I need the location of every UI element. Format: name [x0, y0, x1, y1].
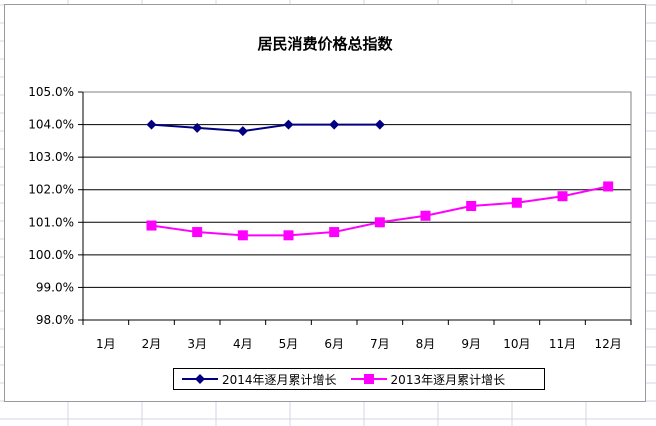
x-tick-label: 10月: [503, 337, 530, 351]
legend-item-2014: 2014年逐月累计增长: [180, 371, 337, 388]
data-point-diamond: [374, 119, 385, 130]
chart-legend: 2014年逐月累计增长 2013年逐月累计增长: [173, 368, 545, 390]
data-point-square: [557, 191, 568, 202]
data-point-diamond: [329, 119, 340, 130]
y-tick-label: 102.0%: [28, 183, 74, 197]
y-tick-label: 100.0%: [28, 248, 74, 262]
legend-item-2013: 2013年逐月累计增长: [349, 371, 506, 388]
y-tick-label: 101.0%: [28, 215, 74, 229]
y-tick-label: 103.0%: [28, 150, 74, 164]
data-point-square: [146, 220, 157, 231]
data-point-square: [603, 181, 614, 192]
data-point-square: [374, 217, 385, 228]
x-tick-label: 1月: [96, 337, 116, 351]
data-point-diamond: [146, 119, 157, 130]
x-tick-label: 9月: [461, 337, 481, 351]
x-tick-label: 3月: [187, 337, 207, 351]
data-point-square: [420, 210, 431, 221]
y-tick-label: 105.0%: [28, 85, 74, 99]
legend-marker-diamond-icon: [182, 374, 218, 384]
chart-object[interactable]: 居民消费价格总指数 98.0% 99.0% 100.0% 101.0% 102.0% 10…: [4, 4, 646, 402]
data-point-square: [466, 201, 477, 211]
legend-marker-square-icon: [350, 374, 387, 384]
x-tick-label: 4月: [233, 337, 253, 351]
plot-area: 98.0% 99.0% 100.0% 101.0% 102.0% 103.0% 104.0%…: [28, 85, 632, 351]
data-point-square: [192, 227, 203, 238]
data-point-diamond: [237, 126, 248, 137]
x-tick-label: 6月: [324, 337, 344, 351]
data-point-diamond: [192, 122, 203, 133]
legend-label-2013: 2013年逐月累计增长: [390, 372, 506, 387]
data-point-square: [237, 230, 248, 241]
x-tick-label: 12月: [595, 337, 622, 351]
data-point-square: [511, 197, 522, 208]
series-line-2013: [151, 185, 609, 237]
y-tick-label: 104.0%: [28, 118, 74, 132]
data-point-square: [329, 227, 340, 238]
data-point-square: [283, 230, 294, 241]
x-tick-label: 8月: [416, 337, 436, 351]
x-tick-label: 5月: [279, 337, 299, 351]
x-tick-label: 7月: [370, 337, 390, 351]
chart-title: 居民消费价格总指数: [257, 35, 393, 53]
legend-label-2014: 2014年逐月累计增长: [222, 372, 337, 387]
series-line-2014: [151, 123, 380, 133]
data-point-diamond: [283, 119, 294, 130]
y-tick-label: 98.0%: [36, 313, 74, 327]
y-tick-label: 99.0%: [36, 280, 74, 294]
x-tick-label: 2月: [142, 337, 162, 351]
x-tick-label: 11月: [549, 337, 576, 351]
